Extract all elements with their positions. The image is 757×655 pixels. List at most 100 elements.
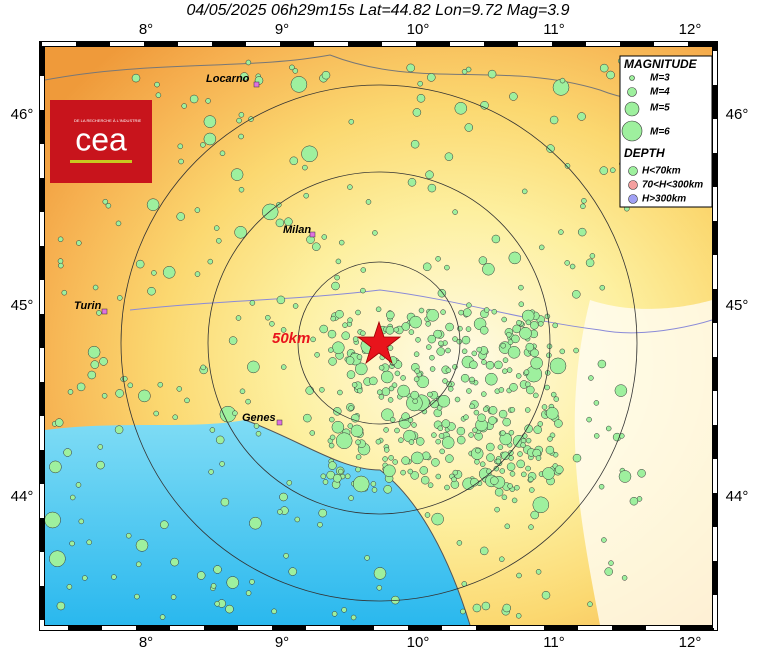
event <box>472 603 482 613</box>
event <box>265 314 271 321</box>
event <box>386 310 395 320</box>
event <box>372 230 378 236</box>
event <box>502 368 508 374</box>
legend-symbol <box>624 101 640 117</box>
event <box>546 144 555 153</box>
event <box>433 329 442 339</box>
event <box>170 594 177 600</box>
event <box>245 398 251 405</box>
event <box>370 481 377 487</box>
event <box>442 378 448 384</box>
event <box>388 455 394 461</box>
event <box>452 209 458 215</box>
event <box>314 352 320 358</box>
event <box>286 480 293 486</box>
event <box>303 192 309 199</box>
event <box>483 307 490 313</box>
event <box>456 426 466 436</box>
event <box>388 385 395 392</box>
event <box>115 389 124 398</box>
event <box>320 473 327 480</box>
event <box>501 316 507 323</box>
event <box>507 346 521 359</box>
event <box>355 454 362 460</box>
event <box>508 450 514 456</box>
event <box>555 465 564 474</box>
title: 04/05/2025 06h29m15s Lat=44.82 Lon=9.72 … <box>187 2 570 19</box>
city-marker <box>309 231 316 238</box>
event <box>516 459 525 469</box>
event <box>621 575 628 581</box>
event <box>485 372 498 386</box>
event <box>200 364 206 371</box>
event <box>355 439 361 445</box>
event <box>474 459 480 465</box>
event <box>245 59 252 66</box>
event <box>473 409 480 416</box>
event <box>546 407 559 420</box>
event <box>438 433 445 439</box>
event <box>588 375 594 381</box>
event <box>593 433 600 439</box>
event <box>529 487 535 493</box>
event <box>234 226 247 239</box>
event <box>438 340 444 347</box>
event <box>589 253 596 259</box>
event <box>302 164 308 171</box>
event <box>194 271 201 277</box>
event <box>618 470 632 483</box>
event <box>585 258 595 268</box>
event <box>357 387 363 394</box>
event <box>436 347 445 356</box>
event <box>401 456 410 465</box>
event <box>469 376 475 383</box>
event <box>318 508 327 518</box>
event <box>292 303 299 309</box>
event <box>581 198 587 204</box>
event <box>288 567 297 576</box>
event <box>49 550 66 567</box>
lon-label: 8° <box>139 634 153 651</box>
event <box>135 561 142 568</box>
event <box>629 496 639 506</box>
event <box>249 300 256 306</box>
event <box>365 199 372 205</box>
event <box>606 70 615 80</box>
event <box>460 608 466 615</box>
event <box>471 350 478 357</box>
event <box>238 186 245 193</box>
event <box>214 601 220 607</box>
event <box>494 360 503 370</box>
event <box>238 112 245 118</box>
legend-symbol <box>628 194 638 204</box>
event <box>387 397 394 403</box>
event <box>203 132 217 146</box>
lon-label: 12° <box>679 21 702 38</box>
event <box>447 386 454 392</box>
event <box>425 170 434 179</box>
epicenter <box>356 320 402 365</box>
event <box>332 341 345 354</box>
event <box>412 108 422 117</box>
event <box>507 339 514 345</box>
event <box>486 453 495 462</box>
event <box>321 70 331 80</box>
lat-label: 44° <box>726 488 749 505</box>
event <box>506 462 516 472</box>
event <box>284 217 293 226</box>
event <box>92 284 99 291</box>
event <box>378 364 385 371</box>
event <box>426 344 432 350</box>
event <box>335 309 344 319</box>
event <box>523 369 530 375</box>
event <box>509 407 516 413</box>
event <box>87 370 97 380</box>
event <box>78 518 85 525</box>
event <box>515 613 522 619</box>
event <box>476 346 482 353</box>
event <box>466 388 472 394</box>
event <box>452 469 459 476</box>
event <box>454 396 461 403</box>
event <box>383 427 389 433</box>
event <box>593 400 600 406</box>
